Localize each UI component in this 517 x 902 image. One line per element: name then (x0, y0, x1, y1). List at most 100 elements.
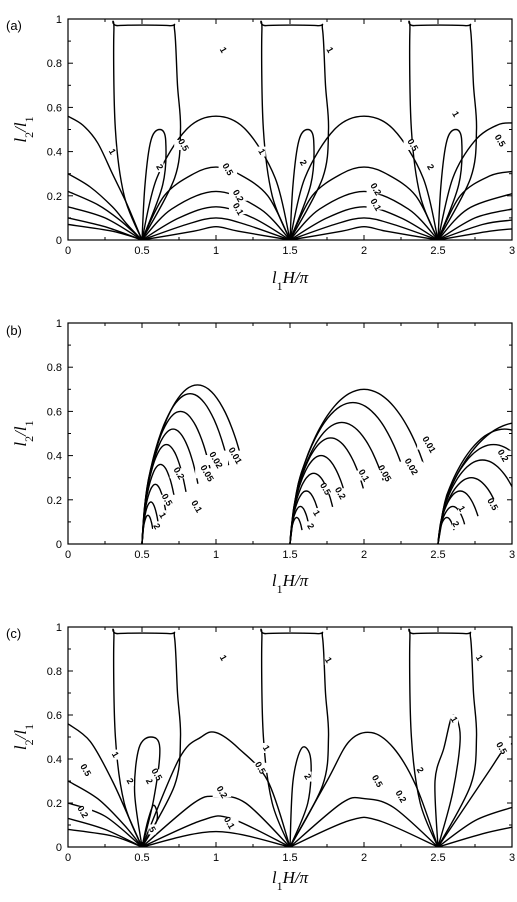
contour-line (141, 483, 167, 544)
contour-label-bg (324, 655, 333, 665)
contour-label: 2 (298, 158, 309, 167)
contour-line (437, 208, 512, 240)
contour-label: 0.5 (494, 740, 509, 756)
contour-label: 1 (261, 743, 272, 752)
contour-label-bg (169, 468, 189, 479)
contour-line (141, 830, 291, 847)
contour-line (141, 115, 291, 240)
contour-label-bg (218, 164, 238, 175)
y-axis-title: l2/l1 (11, 420, 36, 446)
contour-line (133, 736, 161, 847)
plot-frame (67, 626, 513, 848)
panel-label: (a) (6, 18, 22, 33)
contour-label-bg (490, 135, 510, 146)
contour-label-bg (312, 508, 321, 519)
y-axis-title: l2/l1 (11, 724, 36, 750)
contour-label-bg (157, 494, 177, 505)
x-tick-label: 1 (213, 852, 219, 864)
contour-label-bg (126, 776, 134, 786)
x-tick-label: 0.5 (134, 245, 149, 257)
contour-label-bg (306, 521, 315, 532)
contour-label-bg (416, 765, 424, 775)
contour-label-bg (223, 450, 248, 461)
x-tick-label: 1 (213, 245, 219, 257)
contour-label: 0.5 (405, 137, 420, 153)
contour-lines (68, 20, 512, 240)
contour-line (141, 410, 212, 544)
contour-label-bg (228, 190, 248, 201)
contour-label-bg (493, 450, 513, 461)
contour-label: 0.5 (493, 133, 508, 149)
contour-label-bg (76, 765, 96, 775)
contour-label: 1 (449, 715, 460, 724)
x-tick-label: 2.5 (430, 549, 445, 561)
contour-label-bg (212, 787, 232, 797)
contour-label-bg (147, 769, 167, 780)
contour-line (141, 166, 291, 240)
contour-label: 1 (256, 147, 267, 156)
contour-label: 1 (218, 653, 229, 662)
contour-label-bg (366, 199, 386, 210)
contour-label: 2 (305, 522, 316, 531)
contour-label: 1 (311, 508, 322, 517)
contour-line (437, 219, 512, 240)
contour-line (112, 628, 182, 847)
contour-label-bg (299, 157, 308, 168)
contour-line (289, 225, 439, 240)
contour-line (437, 122, 512, 240)
y-tick-label: 1 (56, 14, 62, 26)
panel-label: (b) (6, 323, 22, 338)
contour-label: 0.5 (485, 496, 500, 512)
y-tick-label: 0 (56, 842, 62, 854)
contour-line (289, 190, 439, 240)
contour-line (408, 20, 478, 240)
contour-label: 0.2 (333, 485, 348, 501)
contour-label-bg (262, 743, 271, 753)
x-tick-label: 1.5 (282, 549, 297, 561)
contour-label: 1 (218, 45, 229, 54)
contour-line (289, 816, 439, 847)
y-tick-label: 0.2 (47, 798, 62, 810)
y-tick-label: 0.2 (47, 495, 62, 507)
contour-label-bg (399, 461, 424, 472)
y-tick-label: 0.4 (47, 451, 62, 463)
y-tick-label: 0.4 (47, 754, 62, 766)
contour-line (289, 128, 315, 240)
contour-line (437, 422, 512, 544)
contour-label-bg (148, 824, 157, 835)
x-tick-label: 3 (509, 549, 515, 561)
contour-label: 0.1 (357, 468, 372, 484)
contour-line (260, 20, 330, 240)
contour-line (437, 192, 512, 240)
contour-label: 1 (474, 653, 485, 662)
contour-label: 0.1 (231, 201, 246, 217)
contour-line (141, 128, 167, 240)
contour-label: 0.2 (172, 465, 187, 481)
y-tick-label: 1 (56, 622, 62, 634)
contour-line (289, 401, 404, 544)
contour-label: 0.2 (394, 788, 409, 804)
contour-line (289, 746, 312, 847)
contour-label-bg (204, 455, 228, 466)
contour-label-bg (73, 806, 93, 817)
contour-line (289, 217, 439, 240)
contour-label-bg (483, 499, 503, 510)
contour-label: 0.1 (189, 499, 204, 515)
plot-frame (67, 322, 513, 545)
contour-label: 1 (107, 147, 118, 156)
contour-label-bg (258, 146, 266, 157)
contour-label-bg (391, 791, 411, 802)
contour-label: 0.5 (318, 481, 333, 497)
contour-line (437, 228, 512, 240)
y-tick-label: 0 (56, 539, 62, 551)
contour-line (437, 128, 463, 240)
contour-line (68, 190, 143, 240)
contour-line (437, 516, 455, 544)
x-tick-label: 2 (361, 245, 367, 257)
contour-line (289, 796, 439, 847)
x-axis-title: l1H/π (272, 868, 309, 893)
contour-label: 5 (147, 825, 158, 834)
y-tick-label: 0.6 (47, 406, 62, 418)
